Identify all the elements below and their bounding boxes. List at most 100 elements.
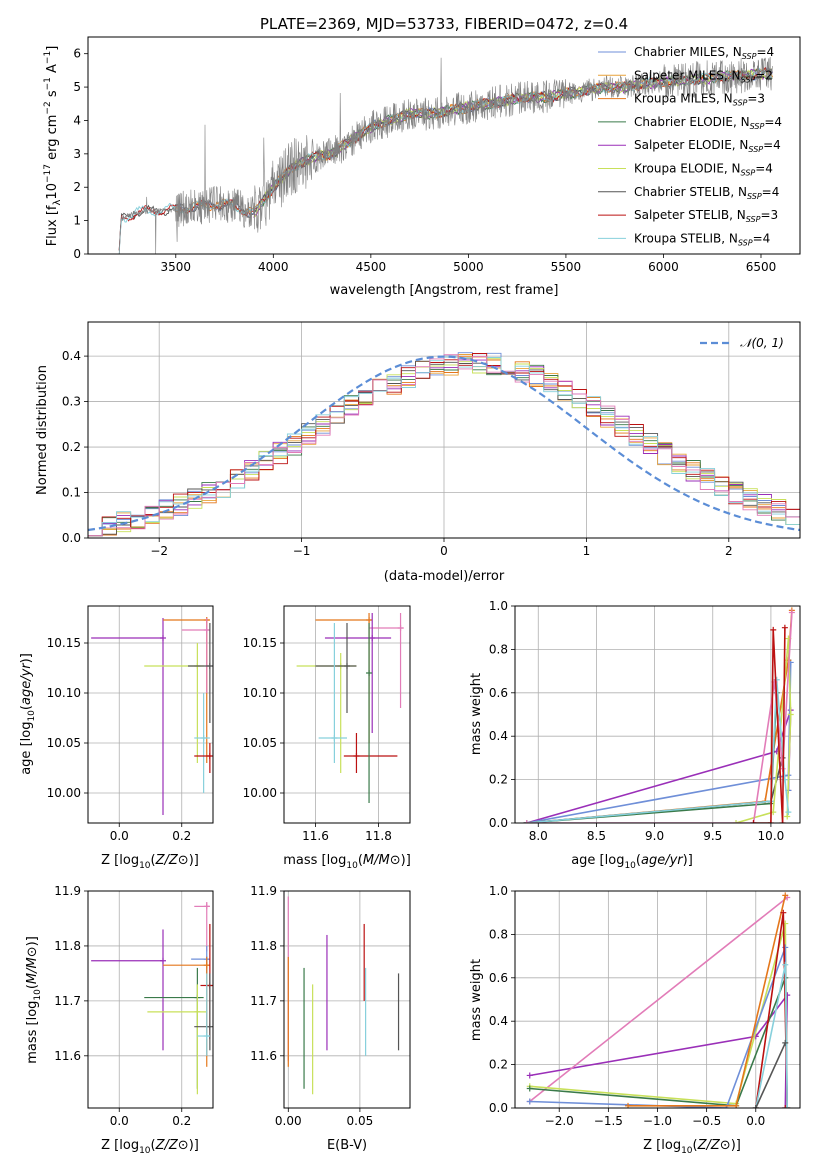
series-line-6 <box>755 912 789 1108</box>
y-tick-label: 0.4 <box>489 729 508 743</box>
series-marker <box>523 820 530 823</box>
legend-entry: Kroupa STELIB, NSSP=4 <box>634 231 770 247</box>
axis-label: age [log10(age/yr)] <box>571 853 693 871</box>
data-point <box>206 753 213 759</box>
x-axis-label: (data-model)/error <box>384 569 505 584</box>
plot-layer <box>296 613 404 803</box>
y-tick-label: 10.05 <box>47 736 81 750</box>
data-point <box>397 625 404 631</box>
series-line-7 <box>526 612 793 823</box>
y-tick-label: 6 <box>73 47 81 61</box>
series-marker <box>733 820 740 823</box>
series-marker <box>788 609 795 616</box>
data-point <box>203 627 210 633</box>
data-point <box>200 735 207 741</box>
x-tick-label: 0.0 <box>110 829 129 843</box>
x-axis-label: E(B-V) <box>327 1138 367 1153</box>
series-marker <box>526 1098 533 1105</box>
data-point <box>331 735 338 741</box>
x-tick-label: −0.5 <box>692 1114 721 1128</box>
x-tick-label: 0.2 <box>172 1114 191 1128</box>
x-tick-label: 4000 <box>258 260 289 274</box>
series-marker <box>780 909 787 916</box>
y-axis-label: mass weight <box>469 673 484 755</box>
x-tick-label: 11.6 <box>302 829 329 843</box>
series-marker <box>750 820 757 823</box>
plot-layer <box>88 352 800 537</box>
x-tick-label: 5500 <box>551 260 582 274</box>
plot-layer <box>91 901 213 1095</box>
data-spectrum <box>118 57 773 254</box>
x-tick-label: −2 <box>150 544 168 558</box>
legend-entry: Salpeter STELIB, NSSP=3 <box>634 208 778 224</box>
data-point <box>160 957 166 964</box>
series-marker <box>784 813 791 820</box>
y-tick-label: 0.2 <box>62 440 81 454</box>
x-tick-label: 5000 <box>453 260 484 274</box>
data-point <box>206 663 213 669</box>
histogram-2 <box>88 355 800 537</box>
series-line-2 <box>529 923 788 1108</box>
series-marker <box>782 892 789 899</box>
y-tick-label: 0.2 <box>489 773 508 787</box>
x-tick-label: 4500 <box>356 260 387 274</box>
y-axis-label: mass weight <box>469 959 484 1041</box>
y-tick-label: 11.9 <box>54 884 81 898</box>
chart-5: 8.0 8.5 9.0 9.5 10.0 0.0 0.2 0.4 0.6 0.8 1.0 mass w… <box>469 599 801 871</box>
plot-layer <box>523 607 795 823</box>
histogram-1 <box>88 354 800 537</box>
y-tick-label: 1 <box>73 214 81 228</box>
series-marker <box>785 809 792 816</box>
series-marker <box>782 1039 789 1046</box>
legend: Chabrier MILES, NSSP=4 Salpeter MILES, NS… <box>598 45 782 247</box>
axes-frame <box>87 890 214 1109</box>
data-point <box>344 663 350 669</box>
series-line-0 <box>526 709 792 823</box>
y-tick-label: 11.8 <box>54 939 81 953</box>
legend-entry: Chabrier MILES, NSSP=4 <box>634 45 774 61</box>
axis-label: age [log10(age/yr)] <box>19 653 37 775</box>
data-point <box>366 617 373 623</box>
chart-8: −2.0 −1.5 −1.0 −0.5 0.0 0.0 0.2 0.4 0.6 0.8 1.0 mas… <box>469 884 801 1156</box>
axis-label: mass [log10(M/M⊙)] <box>25 936 43 1064</box>
x-tick-label: 6000 <box>648 260 679 274</box>
histogram-3 <box>88 357 800 537</box>
axes-frame <box>87 605 214 824</box>
legend-entry: Chabrier ELODIE, NSSP=4 <box>634 115 782 131</box>
histogram-6 <box>88 360 800 537</box>
x-tick-label: 0.0 <box>746 1114 765 1128</box>
series-marker <box>779 820 786 823</box>
y-tick-label: 0.0 <box>489 1101 508 1115</box>
data-point <box>353 753 360 759</box>
legend-entry: Chabrier STELIB, NSSP=4 <box>634 185 779 201</box>
series-marker <box>770 626 777 633</box>
y-tick-label: 2 <box>73 180 81 194</box>
series-marker <box>784 1105 791 1108</box>
series-line-4 <box>529 947 788 1108</box>
y-axis-label: Normed distribution <box>35 365 50 495</box>
figure-title: PLATE=2369, MJD=53733, FIBERID=0472, z=0… <box>260 15 628 33</box>
x-tick-label: −1 <box>293 544 311 558</box>
axes-frame <box>283 890 411 1109</box>
y-tick-label: 11.7 <box>54 994 81 1008</box>
x-tick-label: 1 <box>583 544 591 558</box>
x-tick-label: −2.0 <box>545 1114 574 1128</box>
y-tick-label: 11.7 <box>250 994 277 1008</box>
series-marker <box>526 1072 533 1079</box>
series-marker <box>526 1085 533 1092</box>
x-tick-label: 0.0 <box>110 1114 129 1128</box>
x-tick-label: 6500 <box>746 260 777 274</box>
series-marker <box>767 820 774 823</box>
normal-curve <box>88 355 800 532</box>
x-tick-label: 8.0 <box>529 829 548 843</box>
chart-3: 0.0 0.2 10.00 10.05 10.10 10.15 age [log10(age… <box>19 605 214 871</box>
y-tick-label: 0.1 <box>62 486 81 500</box>
x-tick-label: 8.5 <box>587 829 606 843</box>
axes-frame <box>514 605 801 824</box>
y-tick-label: 0.0 <box>489 816 508 830</box>
plot-layer <box>287 896 400 1095</box>
plot-layer <box>526 892 791 1108</box>
series-marker <box>752 1105 759 1108</box>
chart-6: 0.0 0.2 11.6 11.7 11.8 11.9 mass [log10(M/M⊙)]… <box>25 884 214 1156</box>
legend-entry: Salpeter MILES, NSSP=2 <box>634 68 773 84</box>
